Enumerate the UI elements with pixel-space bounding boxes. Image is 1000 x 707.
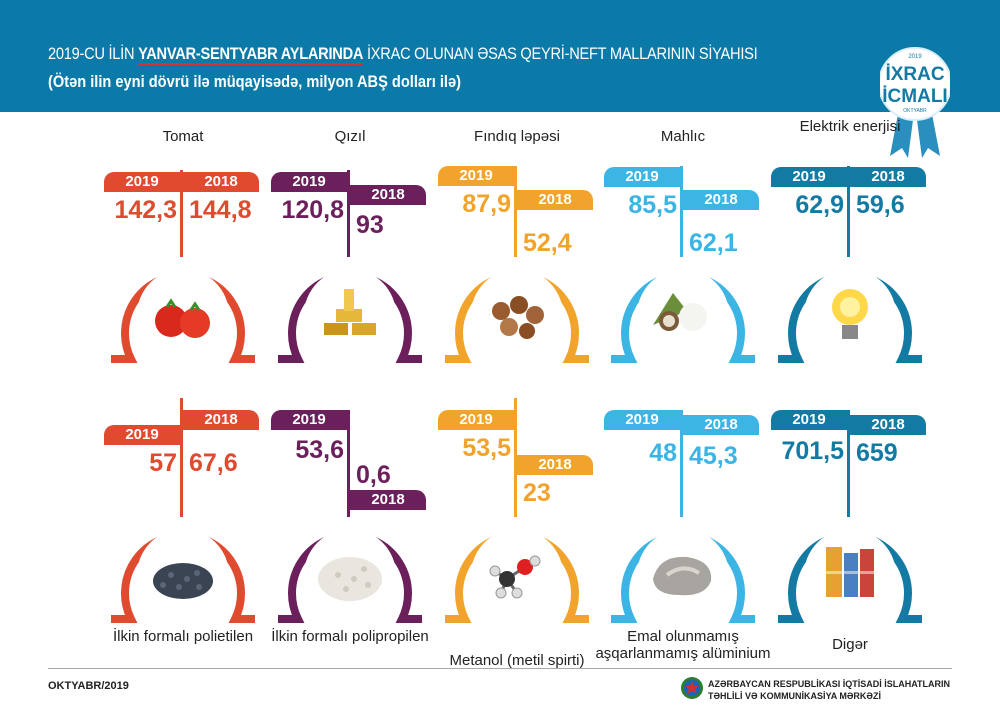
- item-name: Qızıl: [334, 128, 366, 145]
- header-banner: 2019-CU İLİN YANVAR-SENTYABR AYLARINDA İ…: [0, 0, 1000, 112]
- value-2018: 59,6: [856, 191, 905, 219]
- year-2018-badge: 2018: [850, 415, 926, 435]
- item-name: Digər: [832, 636, 868, 653]
- item-ring: [778, 269, 922, 363]
- value-2018: 62,1: [689, 229, 738, 257]
- title-prefix: 2019-CU İLİN: [48, 44, 139, 63]
- aluminium-icon: [653, 556, 712, 596]
- item-name: Tomat: [162, 128, 204, 145]
- tomato-icon: [155, 298, 210, 338]
- year-2019-badge: 2019: [438, 166, 514, 186]
- connector-line: [847, 166, 850, 257]
- item-ring: [278, 529, 422, 623]
- year-2019-badge: 2019: [104, 425, 180, 445]
- ixrac-icmali-logo: 2019 İXRAC İCMALI OKTYABR: [880, 47, 950, 158]
- connector-line: [514, 398, 517, 517]
- item-ring: [278, 269, 422, 363]
- org-line2: TƏHLİLİ VƏ KOMMUNİKASİYA MƏRKƏZİ: [708, 691, 881, 701]
- value-2019: 53,6: [295, 436, 344, 464]
- logo-month: OKTYABR: [903, 108, 927, 114]
- connector-line: [514, 166, 517, 257]
- org-line1: AZƏRBAYCAN RESPUBLİKASI İQTİSADİ İSLAHAT…: [708, 679, 951, 689]
- value-2018: 45,3: [689, 442, 738, 470]
- value-2018: 0,6: [356, 461, 391, 489]
- item-name: İlkin formalı polietilen: [112, 628, 254, 645]
- year-2019-badge: 2019: [604, 410, 680, 430]
- logo-line1: İXRAC: [885, 64, 944, 85]
- hazelnut-icon: [492, 296, 544, 339]
- item-ring: [111, 269, 255, 363]
- item-ring: [611, 269, 755, 363]
- cotton-icon: [653, 293, 707, 331]
- year-2018-badge: 2018: [850, 167, 926, 187]
- connector-line: [347, 170, 350, 257]
- item-ring: [445, 529, 589, 623]
- year-2018-badge: 2018: [683, 415, 759, 435]
- year-2019-badge: 2019: [104, 172, 180, 192]
- item-ring: [111, 529, 255, 623]
- value-2019: 701,5: [781, 437, 844, 465]
- year-2018-badge: 2018: [517, 190, 593, 210]
- item-name: Fındıq ləpəsi: [474, 128, 560, 145]
- item-name: Metanol (metil spirti): [449, 652, 585, 669]
- footer-date: OKTYABR/2019: [48, 680, 129, 692]
- item-name: Mahlıc: [660, 128, 706, 145]
- value-2018: 93: [356, 211, 384, 239]
- polyethylene-pellets-icon: [153, 563, 213, 599]
- year-2019-badge: 2019: [771, 167, 847, 187]
- connector-line: [347, 410, 350, 517]
- page-title: 2019-CU İLİN YANVAR-SENTYABR AYLARINDA İ…: [48, 44, 758, 65]
- item-ring: [611, 529, 755, 623]
- connector-line: [847, 410, 850, 517]
- value-2019: 120,8: [281, 196, 344, 224]
- value-2019: 48: [649, 439, 677, 467]
- value-2018: 659: [856, 439, 898, 467]
- value-2018: 23: [523, 479, 551, 507]
- gold-bars-icon: [324, 289, 376, 335]
- year-2018-badge: 2018: [683, 190, 759, 210]
- value-2019: 85,5: [628, 191, 677, 219]
- year-2019-badge: 2019: [271, 172, 347, 192]
- item-name: İlkin formalı polipropilen: [271, 628, 429, 645]
- year-2019-badge: 2019: [438, 410, 514, 430]
- logo-year: 2019: [908, 54, 922, 60]
- state-emblem-icon: [681, 677, 703, 699]
- footer-divider: [48, 668, 952, 669]
- polypropylene-pellets-icon: [318, 557, 382, 601]
- value-2019: 142,3: [114, 196, 177, 224]
- title-suffix: İXRAC OLUNAN ƏSAS QEYRİ-NEFT MALLARININ …: [363, 44, 758, 63]
- containers-icon: [826, 547, 874, 597]
- year-2019-badge: 2019: [271, 410, 347, 430]
- connector-line: [180, 398, 183, 517]
- connector-line: [680, 166, 683, 257]
- item-ring: [778, 529, 922, 623]
- year-2018-badge: 2018: [517, 455, 593, 475]
- value-2019: 87,9: [462, 190, 511, 218]
- item-name: Emal olunmamış aşqarlanmamış alüminium: [595, 628, 771, 662]
- value-2018: 52,4: [523, 229, 572, 257]
- year-2019-badge: 2019: [771, 410, 847, 430]
- methanol-molecule-icon: [489, 555, 541, 599]
- year-2018-badge: 2018: [350, 185, 426, 205]
- connector-line: [680, 410, 683, 517]
- value-2019: 62,9: [795, 191, 844, 219]
- title-highlight: YANVAR-SENTYABR AYLARINDA: [138, 44, 364, 65]
- value-2018: 67,6: [189, 449, 238, 477]
- year-2018-badge: 2018: [183, 172, 259, 192]
- year-2018-badge: 2018: [183, 410, 259, 430]
- light-bulb-icon: [832, 289, 868, 339]
- value-2018: 144,8: [189, 196, 252, 224]
- year-2019-badge: 2019: [604, 167, 680, 187]
- item-name: Elektrik enerjisi: [799, 118, 901, 135]
- organization-name: AZƏRBAYCAN RESPUBLİKASI İQTİSADİ İSLAHAT…: [708, 678, 950, 702]
- connector-line: [180, 170, 183, 257]
- item-ring: [445, 269, 589, 363]
- value-2019: 57: [149, 449, 177, 477]
- page-subtitle: (Ötən ilin eyni dövrü ilə müqayisədə, mi…: [48, 72, 461, 91]
- year-2018-badge: 2018: [350, 490, 426, 510]
- value-2019: 53,5: [462, 434, 511, 462]
- logo-line2: İCMALI: [882, 86, 947, 107]
